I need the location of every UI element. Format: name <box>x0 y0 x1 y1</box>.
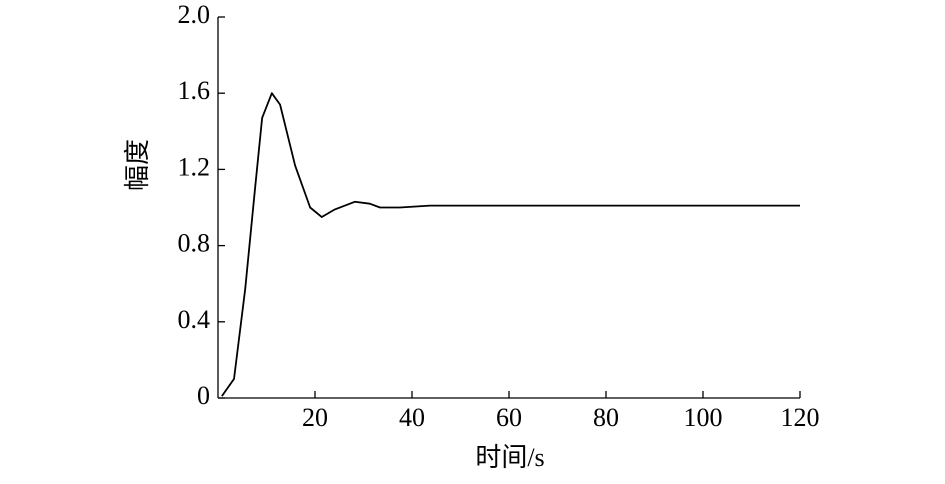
y-tick-label: 0.4 <box>178 305 211 334</box>
x-tick-label: 80 <box>593 403 619 432</box>
y-tick-label: 2.0 <box>178 0 211 29</box>
x-tick-label: 20 <box>302 403 328 432</box>
x-tick-label: 100 <box>684 403 723 432</box>
y-tick-label: 0 <box>197 381 210 410</box>
y-tick-label: 1.2 <box>178 152 211 181</box>
y-tick-label: 0.8 <box>178 229 211 258</box>
line-series <box>221 92 800 397</box>
x-tick-label: 120 <box>781 403 820 432</box>
x-tick-label: 60 <box>496 403 522 432</box>
x-axis-label: 时间/s <box>475 443 544 472</box>
y-tick-label: 1.6 <box>178 76 211 105</box>
x-tick-label: 40 <box>399 403 425 432</box>
y-axis-label: 幅度 <box>123 139 152 191</box>
